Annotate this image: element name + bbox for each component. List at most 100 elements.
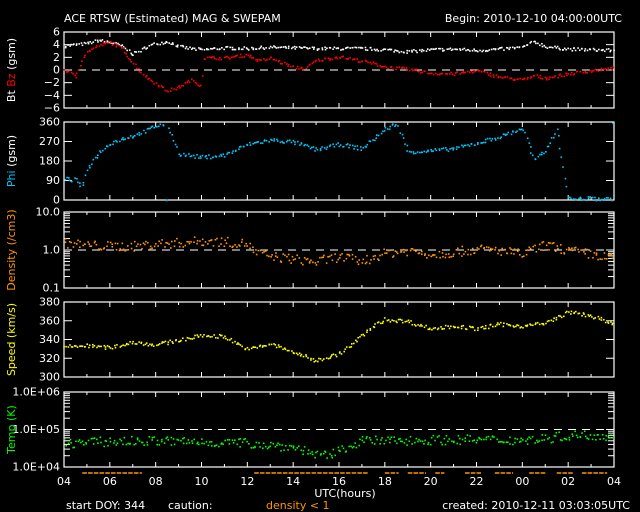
data-point [122,46,125,48]
data-point [565,438,568,441]
data-point [117,42,119,45]
data-point [182,337,184,340]
data-point [123,436,126,439]
data-point [97,41,99,43]
data-point [306,258,309,260]
data-point [534,244,536,247]
data-point [425,50,428,52]
data-point [455,148,458,150]
data-point [363,334,366,337]
data-point [151,125,154,128]
data-point [204,155,207,158]
data-point [452,325,455,328]
data-point [410,320,412,322]
data-point [260,59,262,62]
data-point [462,71,465,73]
data-point [576,436,579,439]
data-point [565,72,568,74]
data-point [252,246,254,249]
data-point [109,40,112,43]
data-point [452,255,454,258]
data-point [366,329,368,332]
data-point [107,444,109,447]
data-point [245,242,247,245]
data-point [162,43,165,45]
data-point [574,198,577,201]
data-point [191,338,194,340]
data-point [457,326,460,329]
data-point [88,346,90,349]
data-point [598,318,601,320]
data-point [180,339,182,342]
data-point [448,73,451,75]
data-point [532,75,535,77]
data-point [537,155,540,158]
data-point [470,70,473,73]
data-point [90,245,93,248]
data-point [344,47,347,50]
data-point [66,71,69,73]
data-point [321,146,323,148]
data-point [166,199,168,201]
data-point [89,40,91,43]
data-point [512,79,515,81]
data-point [97,345,100,347]
data-point [570,313,572,315]
data-point [185,45,188,48]
data-point [140,341,143,344]
data-point [209,157,212,160]
data-point [294,141,296,143]
data-point [468,145,471,147]
data-point [521,439,524,441]
data-point [155,82,158,84]
data-point [591,70,593,72]
data-point [147,344,150,347]
data-point [106,245,108,248]
data-point [175,339,177,341]
data-point [158,240,160,243]
data-point [366,331,368,333]
data-point [611,257,614,260]
data-point [119,346,122,348]
data-point [496,438,498,441]
data-point [243,438,245,441]
data-point [461,255,463,257]
data-point [553,317,555,319]
data-point [79,240,81,243]
data-point [607,69,609,72]
data-point [526,325,528,328]
data-point [135,245,138,248]
data-point [475,441,478,444]
data-point [322,452,325,455]
data-point [400,50,403,53]
data-point [84,345,86,348]
data-point [137,243,139,245]
data-point [503,76,506,79]
data-point [549,142,552,145]
data-point [584,48,587,50]
data-point [424,253,426,255]
data-point [527,76,529,79]
data-point [553,76,555,79]
data-point [313,360,316,363]
data-point [413,249,415,251]
data-point [298,445,300,448]
data-point [318,357,320,360]
data-point [150,344,153,347]
data-point [411,248,414,250]
data-point [526,324,529,327]
data-point [287,63,290,66]
data-point [196,442,198,445]
data-point [611,322,614,325]
data-point [599,258,602,260]
data-point [552,136,555,139]
data-point [333,145,336,148]
data-point [210,445,213,447]
data-point [582,312,585,314]
data-point [496,323,498,326]
data-point [519,326,522,329]
data-point [314,360,317,362]
data-point [498,323,500,326]
data-point [396,252,399,255]
x-tick-label: 00 [515,475,529,488]
